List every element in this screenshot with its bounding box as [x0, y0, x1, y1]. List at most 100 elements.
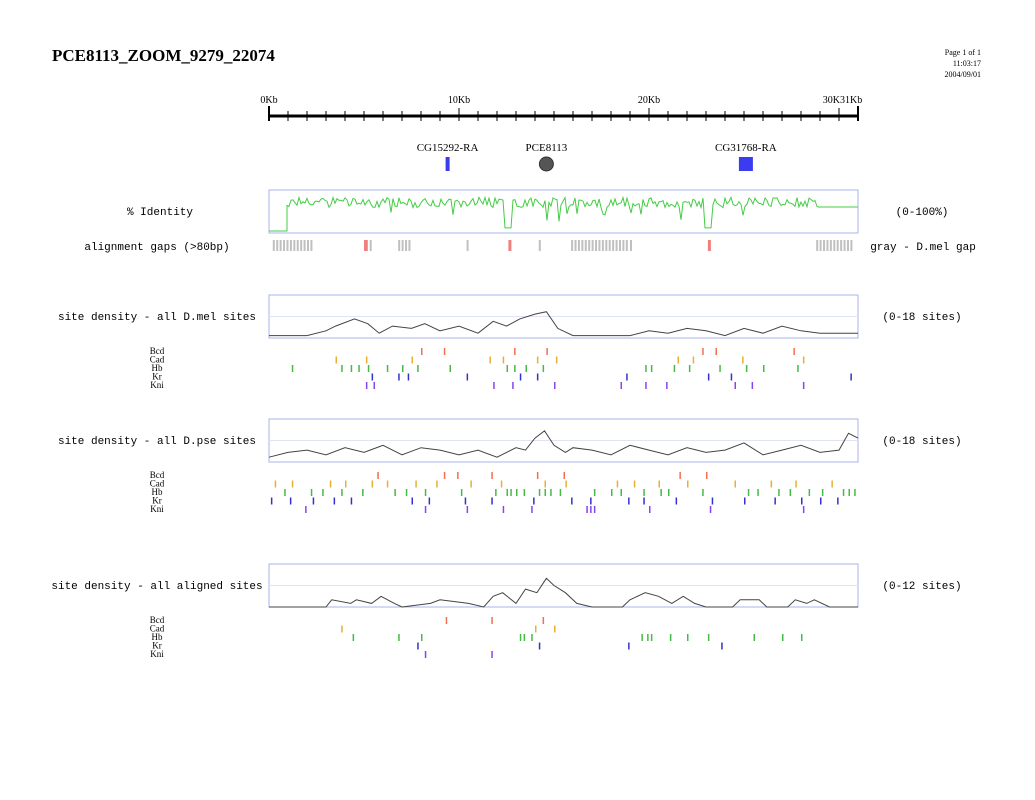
site-mark-kr [491, 497, 493, 505]
site-mark-hb [506, 365, 508, 372]
site-mark-cad [616, 480, 619, 488]
site-mark-kr [850, 373, 852, 381]
gray-gap-mark [286, 240, 289, 251]
site-mark-bcd [563, 472, 565, 479]
site-mark-cad [274, 480, 277, 488]
site-series-label: Bcd [150, 346, 165, 356]
site-mark-kr [837, 497, 839, 505]
gray-gap-mark [276, 240, 279, 251]
site-series-label: Cad [150, 624, 165, 634]
site-series-label: Bcd [150, 615, 165, 625]
site-mark-hb [620, 489, 622, 496]
site-mark-cad [386, 480, 389, 488]
site-mark-hb [538, 489, 541, 496]
site-mark-hb [854, 489, 856, 496]
site-mark-cad [658, 480, 660, 488]
site-mark-bcd [457, 472, 459, 479]
identity-line [269, 195, 858, 232]
site-mark-kr [643, 497, 645, 505]
pink-gap-mark [364, 240, 368, 251]
site-mark-hb [687, 634, 689, 641]
site-mark-kr [398, 373, 400, 381]
site-mark-hb [747, 489, 750, 496]
site-series-label: Cad [150, 479, 165, 489]
site-mark-hb [341, 365, 343, 372]
site-mark-kni [586, 506, 588, 513]
density-track-3: site density - all aligned sites (0-12 si… [51, 563, 962, 659]
site-mark-cad [470, 480, 472, 488]
density-range: (0-12 sites) [882, 581, 961, 593]
site-mark-kr [289, 497, 292, 505]
identity-range: (0-100%) [896, 207, 949, 219]
site-mark-cad [411, 356, 413, 364]
gray-gap-mark [405, 240, 408, 251]
site-mark-kr [464, 497, 467, 505]
site-mark-hb [402, 365, 404, 372]
site-mark-hb [753, 634, 755, 641]
site-mark-cad [415, 480, 417, 488]
gray-gap-mark [571, 240, 574, 251]
site-mark-bcd [536, 472, 539, 479]
site-mark-kni [734, 382, 736, 389]
site-mark-hb [417, 365, 419, 372]
site-mark-bcd [377, 472, 379, 479]
site-mark-hb [284, 489, 286, 496]
site-mark-hb [647, 634, 649, 641]
site-mark-cad [554, 625, 556, 633]
site-mark-cad [544, 480, 546, 488]
site-mark-kni [709, 506, 712, 513]
site-mark-kni [493, 382, 495, 389]
gray-gap-mark [289, 240, 292, 251]
site-mark-kr [707, 373, 710, 381]
site-mark-kni [554, 382, 556, 389]
gray-gap-mark [601, 240, 604, 251]
site-mark-hb [495, 489, 497, 496]
site-series-label: Kr [152, 496, 162, 506]
site-mark-cad [345, 480, 347, 488]
site-mark-kr [744, 497, 746, 505]
site-mark-bcd [514, 348, 516, 355]
density-line [268, 430, 859, 458]
site-mark-cad [555, 356, 558, 364]
page-info: Page 1 of 1 11:03:17 2004/09/01 [945, 47, 981, 80]
site-series-label: Cad [150, 355, 165, 365]
site-mark-hb [398, 634, 400, 641]
site-mark-kni [424, 506, 427, 513]
site-mark-kni [531, 506, 533, 513]
alignment-gaps-track: alignment gaps (>80bp) gray - D.mel gap [84, 240, 976, 254]
site-mark-hb [641, 634, 643, 641]
gray-gap-mark [296, 240, 299, 251]
site-mark-hb [593, 489, 596, 496]
feature-label: CG15292-RA [417, 142, 479, 154]
site-mark-bcd [546, 348, 548, 355]
site-mark-kr [407, 373, 410, 381]
site-mark-hb [660, 489, 662, 496]
site-series-label: Kr [152, 372, 162, 382]
gray-gap-mark [816, 240, 819, 251]
site-mark-bcd [702, 348, 704, 355]
site-mark-hb [394, 489, 396, 496]
site-series-label: Hb [152, 363, 163, 373]
site-mark-kr [590, 497, 592, 505]
site-series-label: Kr [152, 641, 162, 651]
site-mark-hb [559, 489, 562, 496]
site-mark-bcd [679, 472, 681, 479]
site-mark-kni [645, 382, 647, 389]
site-mark-bcd [491, 617, 493, 624]
gray-gap-mark [843, 240, 846, 251]
site-mark-cad [687, 480, 689, 488]
ruler-label: 20Kb [638, 95, 660, 106]
site-mark-hb [848, 489, 850, 496]
site-mark-kr [820, 497, 822, 505]
pink-gap-mark [707, 240, 711, 251]
gray-gap-mark [369, 240, 372, 251]
ruler-label: 31Kb [840, 95, 862, 106]
identity-track: % Identity (0-100%) [127, 189, 949, 234]
site-mark-cad [371, 480, 374, 488]
site-mark-bcd [445, 617, 448, 624]
site-mark-hb [719, 365, 721, 372]
density-range: (0-18 sites) [882, 312, 961, 324]
site-mark-hb [531, 634, 533, 641]
site-mark-kr [571, 497, 573, 505]
